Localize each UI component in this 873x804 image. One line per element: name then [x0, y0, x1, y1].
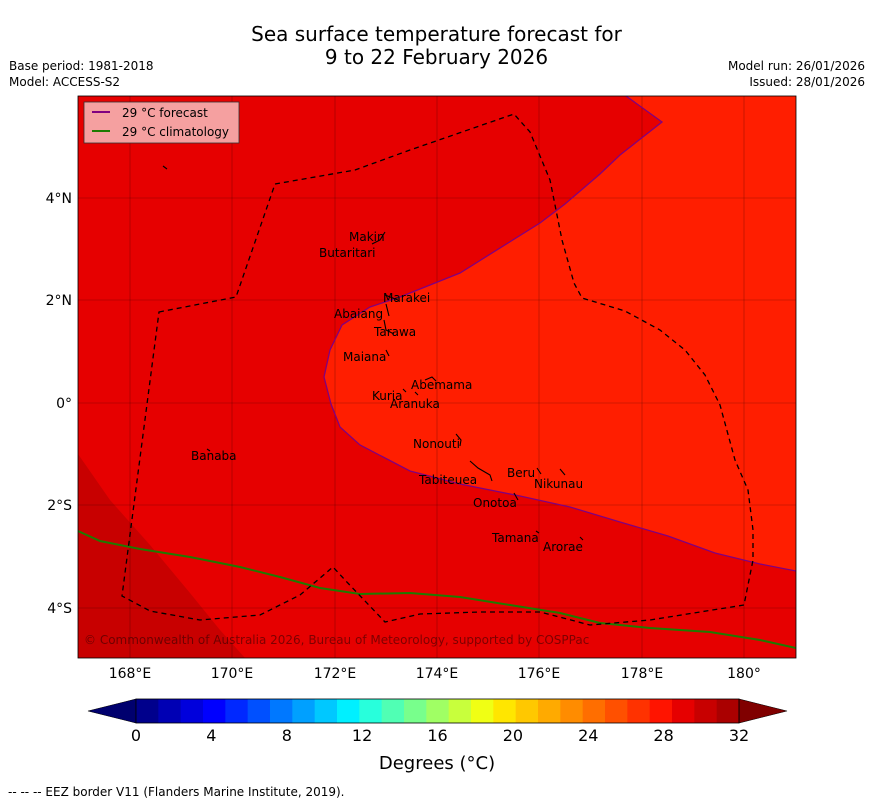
colorbar-bin — [515, 699, 539, 723]
colorbar-over-arrow — [738, 698, 788, 724]
place-label-onotoa: Onotoa — [473, 496, 517, 510]
place-label-maiana: Maiana — [343, 350, 386, 364]
colorbar-bin — [270, 699, 293, 723]
colorbar-bin — [381, 699, 405, 723]
colorbar-bin — [404, 699, 427, 723]
x-tick-label: 178°E — [621, 666, 664, 682]
place-label-nonouti: Nonouti — [413, 437, 460, 451]
base-period: Base period: 1981-2018 — [9, 59, 154, 73]
island-outlines — [162, 165, 584, 541]
model-run: Model run: 26/01/2026 — [727, 59, 865, 73]
colorbar-bin — [158, 699, 182, 723]
colorbar-bin — [672, 699, 695, 723]
colorbar-bin — [292, 699, 316, 723]
x-tick-label: 168°E — [109, 666, 152, 682]
y-tick-label: 4°N — [46, 191, 72, 207]
colorbar-tick-label: 16 — [427, 726, 447, 745]
x-tick-label: 172°E — [314, 666, 357, 682]
map-gridlines — [78, 96, 796, 658]
colorbar-bin — [493, 699, 517, 723]
model-name: Model: ACCESS-S2 — [9, 75, 121, 89]
colorbar-bin — [694, 699, 718, 723]
legend-forecast-label: 29 °C forecast — [122, 106, 208, 120]
x-tick-label: 180° — [727, 666, 761, 682]
colorbar-bin — [627, 699, 651, 723]
colorbar: 0 4 8 12 16 20 24 28 32 Degrees (°C) — [87, 698, 788, 774]
colorbar-tick-label: 8 — [282, 726, 292, 745]
colorbar-bin — [225, 699, 249, 723]
colorbar-bin — [247, 699, 271, 723]
colorbar-tick-label: 32 — [729, 726, 749, 745]
place-label-kuria: Kuria — [372, 389, 403, 403]
colorbar-tick-label: 12 — [352, 726, 372, 745]
colorbar-bin — [203, 699, 226, 723]
colorbar-bin — [605, 699, 628, 723]
y-tick-label: 4°S — [47, 601, 72, 617]
colorbar-bin — [359, 699, 383, 723]
place-label-banaba: Banaba — [191, 449, 237, 463]
colorbar-tick-label: 24 — [578, 726, 598, 745]
place-label-abemama: Abemama — [411, 378, 472, 392]
issued-date: Issued: 28/01/2026 — [749, 75, 865, 89]
place-label-abaiang: Abaiang — [334, 307, 383, 321]
colorbar-bin — [448, 699, 472, 723]
x-tick-label: 176°E — [518, 666, 561, 682]
colorbar-bin — [136, 699, 159, 723]
y-tick-label: 2°N — [46, 293, 72, 309]
place-label-beru: Beru — [507, 466, 535, 480]
y-axis-ticks: 4°N 2°N 0° 2°S 4°S — [46, 191, 73, 617]
contour-29c-climatology — [78, 530, 796, 649]
colorbar-bin — [426, 699, 450, 723]
colorbar-bin — [716, 699, 740, 723]
colorbar-bin — [471, 699, 494, 723]
copyright-notice: © Commonwealth of Australia 2026, Bureau… — [84, 633, 589, 647]
place-label-tabiteuea: Tabiteuea — [418, 473, 477, 487]
colorbar-tick-label: 20 — [503, 726, 523, 745]
colorbar-bin — [180, 699, 204, 723]
colorbar-bin — [337, 699, 360, 723]
colorbar-bin — [314, 699, 338, 723]
place-label-arorae: Arorae — [543, 540, 583, 554]
sst-region-cooler — [78, 454, 245, 658]
place-label-marakei: Marakei — [383, 291, 430, 305]
colorbar-label: Degrees (°C) — [379, 753, 495, 774]
legend-climatology-label: 29 °C climatology — [122, 125, 229, 139]
map-title-line1: Sea surface temperature forecast for — [251, 22, 622, 46]
place-label-tamana: Tamana — [491, 531, 539, 545]
colorbar-bin — [582, 699, 606, 723]
colorbar-bin — [538, 699, 561, 723]
eez-footnote: -- -- -- EEZ border V11 (Flanders Marine… — [8, 785, 345, 799]
colorbar-tick-label: 0 — [131, 726, 141, 745]
y-tick-label: 0° — [56, 396, 72, 412]
place-label-makin: Makin — [349, 230, 385, 244]
place-label-tarawa: Tarawa — [373, 325, 416, 339]
map-title-line2: 9 to 22 February 2026 — [324, 45, 549, 69]
colorbar-tick-label: 4 — [206, 726, 216, 745]
x-tick-label: 174°E — [416, 666, 459, 682]
sst-region-above-29 — [324, 96, 796, 571]
x-tick-label: 170°E — [211, 666, 254, 682]
place-labels: Makin Butaritari Marakei Abaiang Tarawa … — [191, 230, 583, 554]
place-label-butaritari: Butaritari — [319, 246, 376, 260]
map-legend: 29 °C forecast 29 °C climatology — [83, 101, 240, 144]
colorbar-tick-label: 28 — [653, 726, 673, 745]
place-label-nikunau: Nikunau — [534, 477, 583, 491]
y-tick-label: 2°S — [47, 498, 72, 514]
colorbar-bin — [560, 699, 584, 723]
x-axis-ticks: 168°E 170°E 172°E 174°E 176°E 178°E 180° — [109, 666, 761, 682]
eez-border — [121, 113, 754, 626]
colorbar-bin — [649, 699, 673, 723]
place-label-aranuka: Aranuka — [390, 397, 440, 411]
map-area: Makin Butaritari Marakei Abaiang Tarawa … — [78, 96, 796, 658]
map-frame — [77, 95, 797, 659]
colorbar-under-arrow — [87, 698, 137, 724]
contour-29c-forecast — [323, 96, 796, 572]
